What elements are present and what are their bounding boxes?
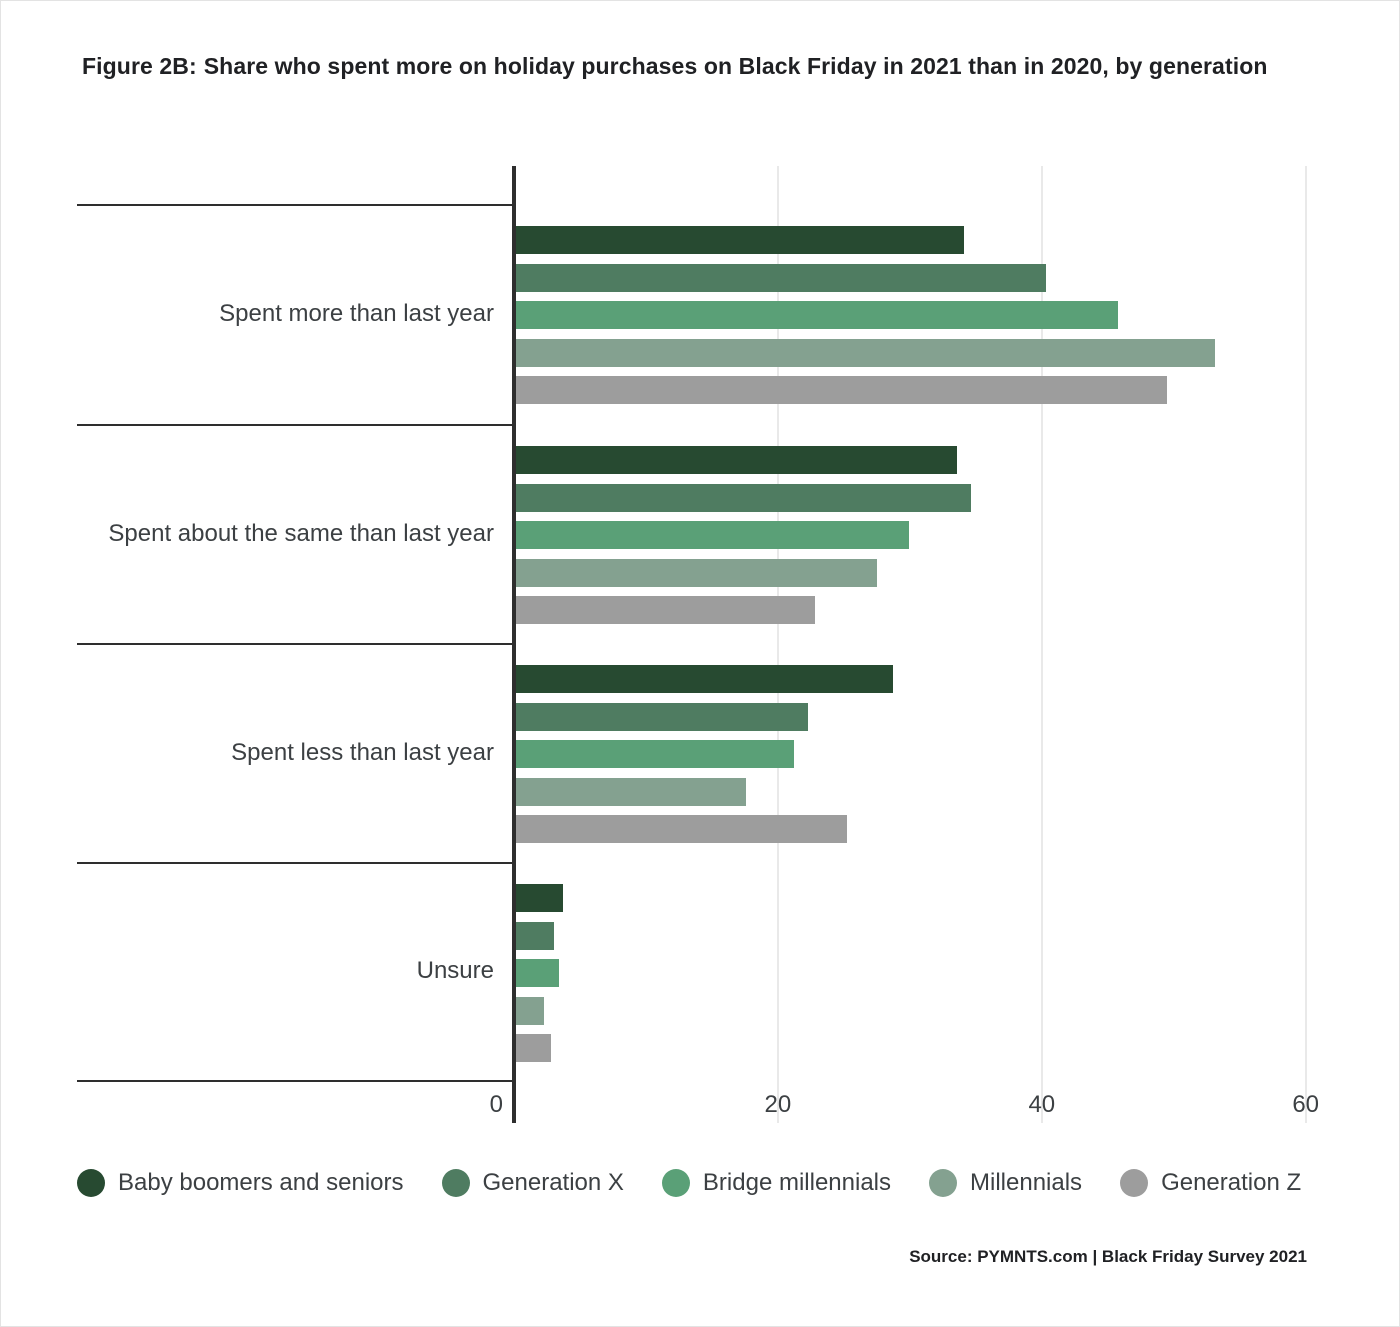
bar-generation-x bbox=[516, 921, 554, 950]
x-tick-label: 40 bbox=[1028, 1091, 1056, 1118]
x-tick-label: 20 bbox=[764, 1091, 792, 1118]
legend-item: Bridge millennials bbox=[661, 1169, 892, 1197]
legend-swatch-circle-icon bbox=[1120, 1169, 1149, 1197]
bar-generation-x bbox=[516, 483, 971, 512]
source-note: Source: PYMNTS.com | Black Friday Survey… bbox=[909, 1247, 1307, 1266]
group-separator-line bbox=[77, 424, 514, 426]
category-label: Spent about the same than last year bbox=[108, 519, 494, 547]
legend-label: Generation Z bbox=[1161, 1169, 1302, 1196]
group-separator-line bbox=[77, 1080, 514, 1082]
legend-item: Baby boomers and seniors bbox=[77, 1169, 404, 1197]
bar-bridge-millennials bbox=[516, 301, 1119, 329]
bar-millennials bbox=[516, 558, 877, 587]
bar-generation-z bbox=[516, 596, 815, 624]
x-gridline bbox=[1040, 166, 1043, 1123]
legend-label: Millennials bbox=[970, 1169, 1083, 1196]
legend-swatch-circle-icon bbox=[661, 1169, 690, 1197]
figure-label: Figure 2B: bbox=[82, 53, 197, 79]
legend-label: Generation X bbox=[482, 1169, 624, 1196]
bar-generation-z bbox=[516, 815, 847, 843]
group-separator-line bbox=[77, 643, 514, 645]
category-label: Spent less than last year bbox=[231, 738, 494, 766]
bar-millennials bbox=[516, 777, 747, 806]
bar-bridge-millennials bbox=[516, 521, 909, 549]
legend-swatch-circle-icon bbox=[929, 1169, 958, 1197]
chart-legend: Baby boomers and seniors Generation X Brid… bbox=[77, 1169, 1337, 1197]
legend-item: Generation Z bbox=[1120, 1169, 1301, 1197]
bar-baby-boomers-and-seniors bbox=[516, 884, 563, 912]
x-gridline bbox=[1304, 166, 1307, 1123]
bar-baby-boomers-and-seniors bbox=[516, 446, 958, 474]
title-text: Share who spent more on holiday purchase… bbox=[203, 53, 1268, 79]
bar-bridge-millennials bbox=[516, 740, 794, 768]
legend-label: Baby boomers and seniors bbox=[118, 1169, 404, 1196]
group-separator-line bbox=[77, 862, 514, 864]
bar-bridge-millennials bbox=[516, 959, 559, 987]
x-tick-label: 0 bbox=[489, 1091, 503, 1118]
bar-baby-boomers-and-seniors bbox=[516, 665, 893, 693]
x-tick-label: 60 bbox=[1292, 1091, 1320, 1118]
legend-swatch-circle-icon bbox=[441, 1169, 470, 1197]
group-separator-line bbox=[77, 204, 514, 206]
x-gridline bbox=[776, 166, 779, 1123]
legend-item: Millennials bbox=[929, 1169, 1082, 1197]
bar-baby-boomers-and-seniors bbox=[516, 226, 964, 254]
y-axis-line bbox=[512, 166, 516, 1123]
category-label: Unsure bbox=[416, 957, 494, 984]
bar-generation-x bbox=[516, 263, 1046, 292]
bar-millennials bbox=[516, 338, 1215, 367]
bar-millennials bbox=[516, 996, 545, 1025]
bar-generation-z bbox=[516, 1034, 551, 1062]
legend-item: Generation X bbox=[441, 1169, 624, 1197]
legend-swatch-circle-icon bbox=[77, 1169, 105, 1197]
bar-generation-z bbox=[516, 376, 1168, 404]
bar-generation-x bbox=[516, 702, 809, 731]
chart-title: Figure 2B: Share who spent more on holida… bbox=[82, 53, 1268, 80]
legend-label: Bridge millennials bbox=[702, 1169, 892, 1196]
category-label: Spent more than last year bbox=[219, 300, 494, 327]
